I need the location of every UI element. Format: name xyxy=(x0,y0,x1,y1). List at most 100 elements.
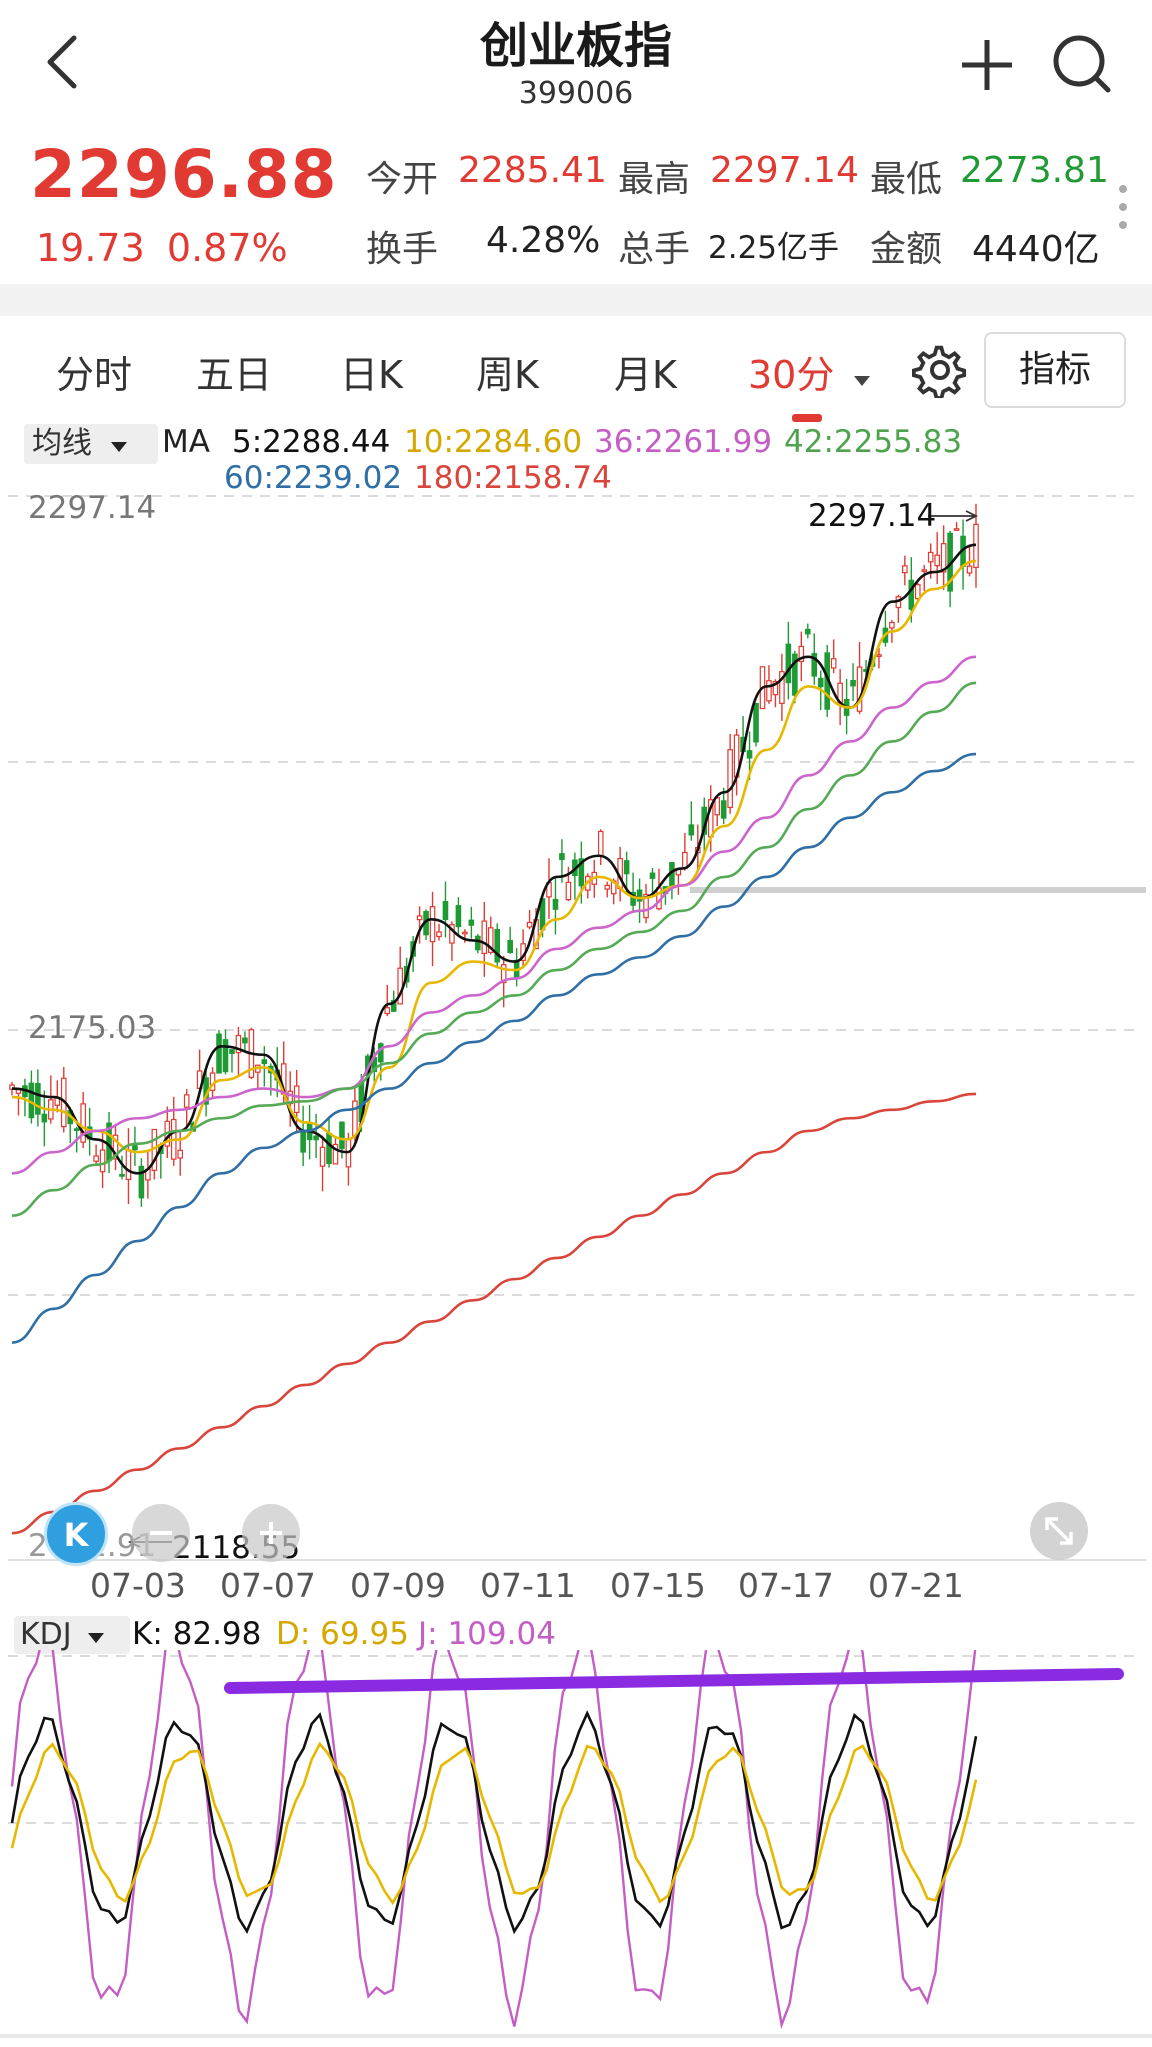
ma-line-ma10 xyxy=(11,559,977,1154)
candle-body xyxy=(940,543,947,573)
high-marker-label: 2297.14 xyxy=(808,498,937,534)
candle-body xyxy=(125,1149,132,1180)
date-label: 07-03 xyxy=(90,1566,186,1605)
date-label: 07-09 xyxy=(350,1566,446,1605)
candle-body xyxy=(798,645,805,663)
indicator-button[interactable]: 指标 xyxy=(984,332,1126,408)
candle-body xyxy=(313,1135,319,1141)
date-label: 07-15 xyxy=(610,1566,706,1605)
volume-value: 2.25亿手 xyxy=(708,230,840,266)
plus-icon[interactable] xyxy=(952,30,1022,100)
candle-body xyxy=(817,677,824,688)
candle-body xyxy=(300,1129,306,1153)
price-gridlines xyxy=(8,495,1142,1296)
kdj-j-value: J: 109.04 xyxy=(418,1616,556,1652)
candle-body xyxy=(35,1083,41,1115)
candle-body xyxy=(914,584,921,600)
caret-down-icon xyxy=(88,1633,105,1643)
kdj-j-line xyxy=(10,1650,977,2030)
price-change: 19.73 0.87% xyxy=(36,226,288,270)
candle-body xyxy=(746,750,753,759)
fullscreen-button[interactable] xyxy=(1030,1502,1088,1560)
k-logo-button[interactable]: K xyxy=(44,1502,108,1566)
low-label: 最低 xyxy=(870,159,943,200)
candle-body xyxy=(332,1143,339,1165)
candle-body xyxy=(216,1033,222,1074)
low-value: 2273.81 xyxy=(960,150,1109,191)
candle-body xyxy=(720,800,727,819)
candle-body xyxy=(714,797,721,816)
candle-body xyxy=(377,1043,384,1063)
candle-body xyxy=(779,671,785,704)
kdj-selector[interactable]: KDJ xyxy=(14,1616,130,1654)
price-axis-mid: 2175.03 xyxy=(28,1010,157,1046)
candle-body xyxy=(416,915,423,921)
change-value: 19.73 xyxy=(36,226,145,270)
candle-body xyxy=(902,565,908,574)
volume-label: 总手 xyxy=(618,229,691,270)
current-price: 2296.88 xyxy=(30,136,338,213)
ma36-value: 36:2261.99 xyxy=(594,424,773,460)
turnover-label: 换手 xyxy=(366,229,439,270)
stock-code: 399006 xyxy=(518,76,634,111)
kdj-d-line xyxy=(10,1741,978,1906)
ma180-value: 180:2158.74 xyxy=(414,460,612,496)
candle-body xyxy=(727,749,733,809)
tab-five-day[interactable]: 五日 xyxy=(196,353,273,397)
candle-body xyxy=(811,653,818,677)
candle-body xyxy=(468,919,475,926)
candles xyxy=(9,503,979,1207)
zoom-out-button[interactable] xyxy=(132,1504,190,1562)
page-title: 创业板指 xyxy=(479,18,672,74)
candle-body xyxy=(565,881,572,901)
candle-body xyxy=(73,1128,80,1131)
more-icon[interactable] xyxy=(1116,182,1130,232)
candle-body xyxy=(235,1034,242,1054)
zoom-in-button[interactable] xyxy=(242,1504,300,1562)
high-value: 2297.14 xyxy=(710,150,859,191)
turnover-value: 4.28% xyxy=(486,220,601,261)
kdj-selector-label: KDJ xyxy=(20,1617,72,1652)
kdj-gridlines xyxy=(8,1655,1142,1824)
expand-icon xyxy=(1045,1517,1073,1545)
back-icon[interactable] xyxy=(34,26,94,96)
ma-line-ma36 xyxy=(11,655,977,1175)
candle-body xyxy=(830,658,837,669)
change-percent: 0.87% xyxy=(166,226,288,270)
ma-line-ma60 xyxy=(11,752,977,1344)
ma-selector[interactable]: 均线 xyxy=(24,424,158,464)
ma5-value: 5:2288.44 xyxy=(232,424,391,460)
kdj-k-line xyxy=(10,1710,978,1935)
tab-weekly-k[interactable]: 周K xyxy=(476,353,539,397)
candle-body xyxy=(494,929,501,963)
search-icon[interactable] xyxy=(1046,28,1116,98)
candle-body xyxy=(487,927,494,953)
candle-body xyxy=(119,1173,125,1177)
active-tab-indicator xyxy=(792,414,822,422)
tab-30min[interactable]: 30分 xyxy=(748,344,872,399)
open-label: 今开 xyxy=(366,159,439,200)
candle-body xyxy=(636,889,643,902)
candle-body xyxy=(753,702,759,743)
gear-icon[interactable] xyxy=(911,342,968,400)
candle-body xyxy=(507,939,513,954)
tab-30min-label: 30分 xyxy=(748,353,835,397)
caret-down-icon xyxy=(854,376,871,386)
candle-body xyxy=(953,528,960,531)
tab-intraday[interactable]: 分时 xyxy=(56,353,133,397)
tab-monthly-k[interactable]: 月K xyxy=(614,353,677,397)
candle-body xyxy=(908,579,915,610)
candle-body xyxy=(112,1134,119,1160)
kdj-chart[interactable] xyxy=(0,1650,1152,2047)
candle-body xyxy=(623,860,630,875)
candle-body xyxy=(436,931,442,938)
candle-body xyxy=(132,1145,138,1151)
candlestick-chart[interactable] xyxy=(0,420,1152,1570)
candle-body xyxy=(792,653,798,696)
date-label: 07-17 xyxy=(738,1566,834,1605)
candle-body xyxy=(966,565,973,574)
candle-body xyxy=(804,628,811,635)
candle-body xyxy=(462,931,468,935)
candle-body xyxy=(183,1094,190,1108)
tab-daily-k[interactable]: 日K xyxy=(340,353,403,397)
